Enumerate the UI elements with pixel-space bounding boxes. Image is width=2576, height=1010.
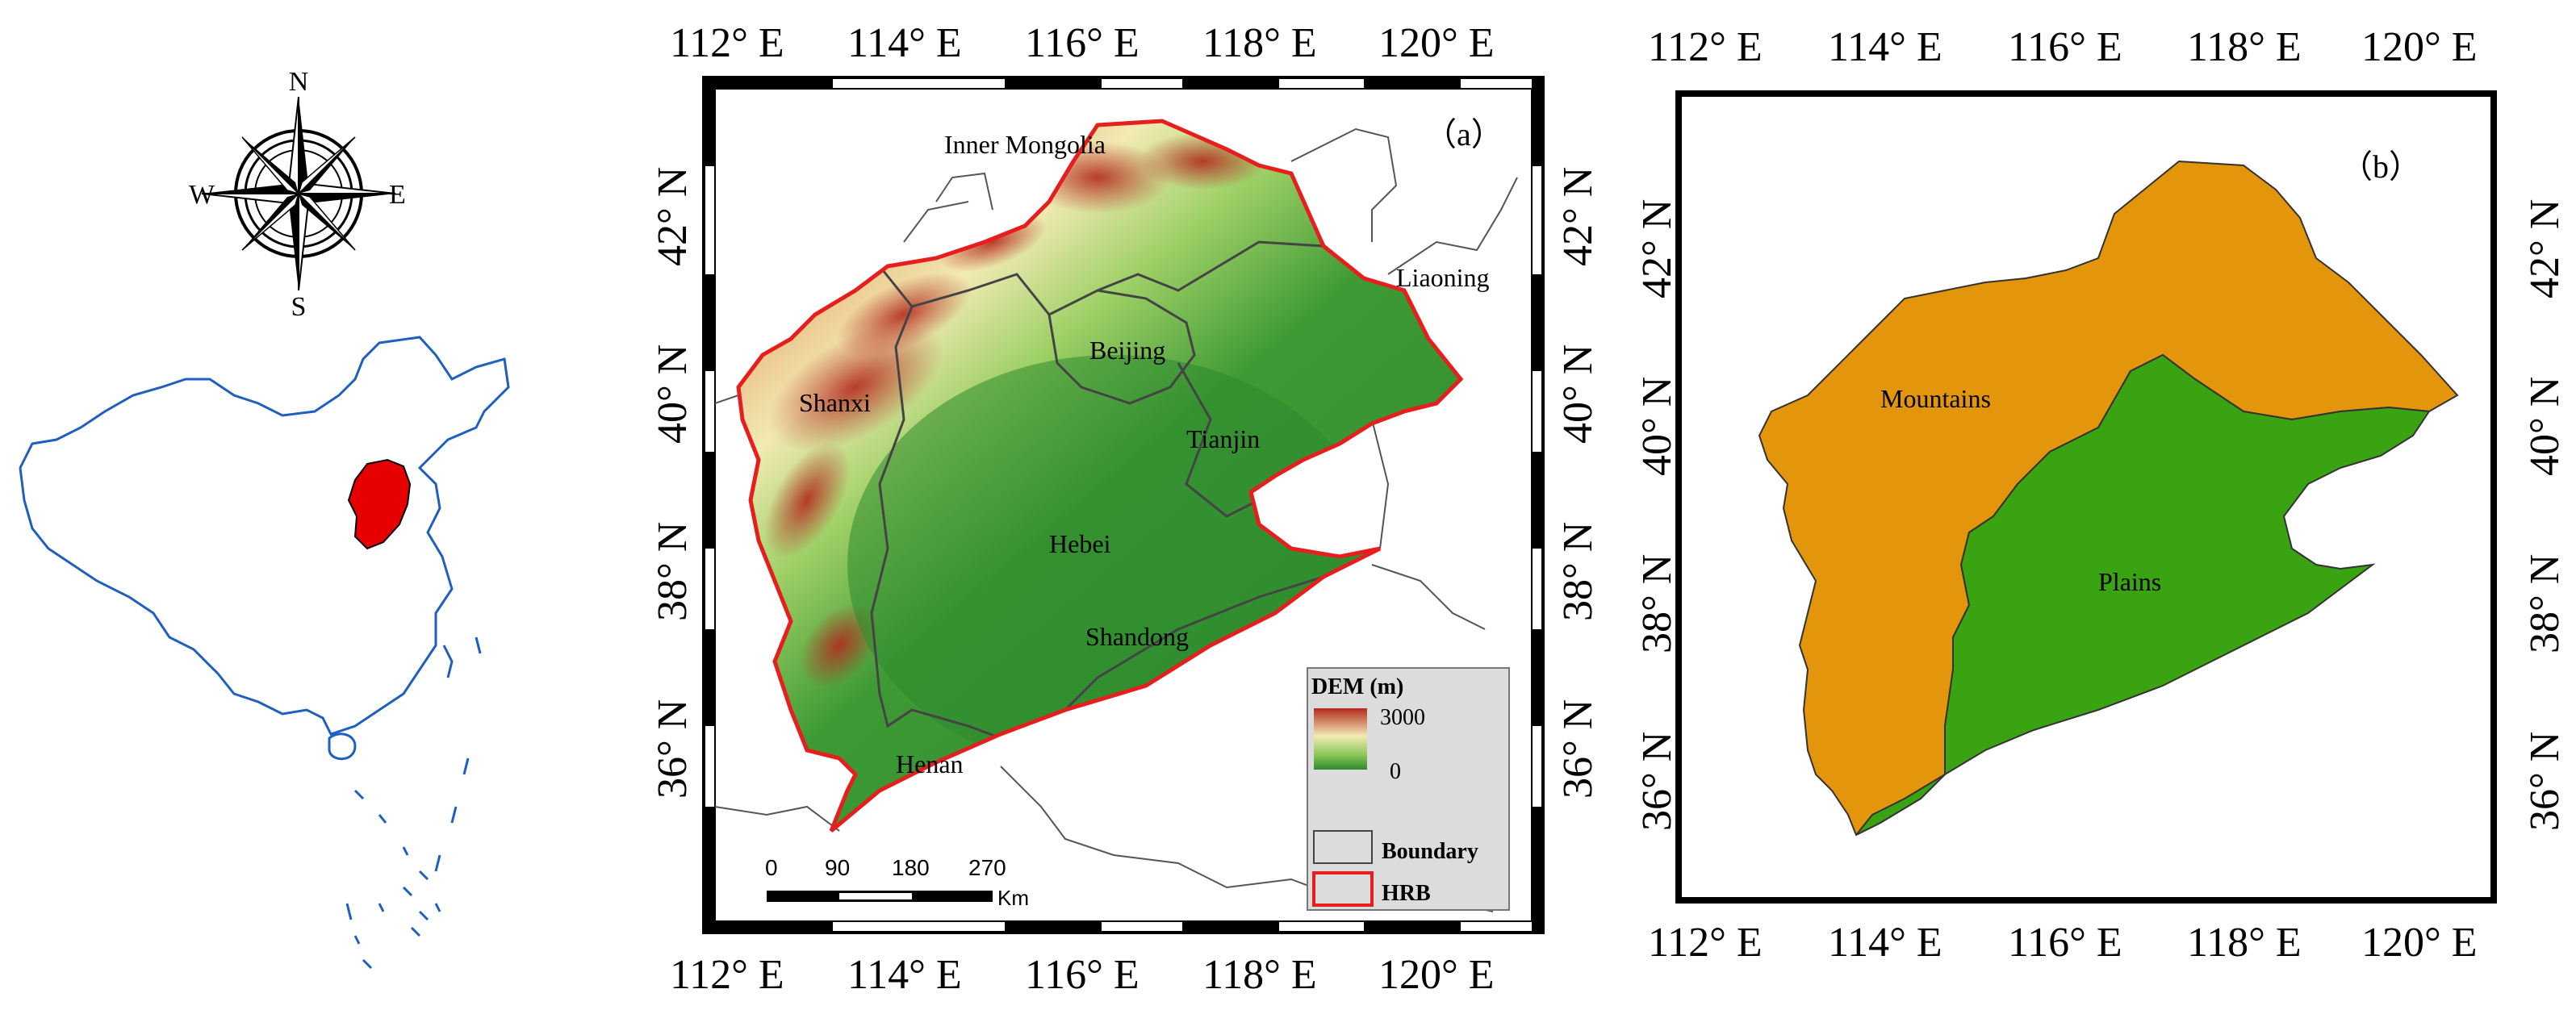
map-b-lon-top-114: 114° E — [1828, 24, 1942, 70]
legend-hrb-swatch — [1312, 871, 1374, 907]
map-b-lon-bot-120: 120° E — [2361, 920, 2478, 966]
label-tianjin: Tianjin — [1186, 424, 1260, 453]
legend-dem-ramp — [1314, 708, 1367, 770]
map-b-lat-right-40: 40° N — [2522, 377, 2568, 476]
legend-boundary-label: Boundary — [1382, 839, 1478, 864]
label-shandong: Shandong — [1085, 622, 1189, 651]
map-b-lat-right-42: 42° N — [2522, 199, 2568, 298]
map-a-lat-right-38: 38° N — [1555, 522, 1601, 621]
scale-tick-180: 180 — [892, 855, 930, 880]
map-b-lon-top-116: 116° E — [2008, 24, 2122, 70]
map-a-lat-right-40: 40° N — [1555, 344, 1601, 444]
map-a-lon-bot-114: 114° E — [847, 952, 962, 998]
compass-n-label: N — [289, 67, 309, 97]
map-b: Mountains Plains （b） 112° E 114° E 116° … — [1634, 24, 2568, 966]
plains-region — [1855, 353, 2431, 836]
scale-unit: Km — [997, 886, 1029, 910]
label-hebei: Hebei — [1049, 529, 1111, 558]
map-a-lat-left-40: 40° N — [650, 344, 696, 444]
map-b-lat-left-42: 42° N — [1634, 199, 1680, 298]
map-b-lat-right-36: 36° N — [2522, 732, 2568, 831]
map-b-lon-bot-118: 118° E — [2187, 920, 2302, 966]
label-henan: Henan — [896, 749, 964, 778]
hrb-location-inset — [347, 458, 412, 550]
map-b-lon-bot-116: 116° E — [2008, 920, 2122, 966]
map-b-lon-top-120: 120° E — [2361, 24, 2478, 70]
map-a-scale-bar: 0 90 180 270 Km — [765, 855, 1029, 910]
map-a-lon-top-118: 118° E — [1202, 20, 1317, 66]
map-a-panel-label: （a） — [1424, 116, 1503, 152]
legend-hrb-label: HRB — [1382, 881, 1431, 906]
map-b-lat-left-36: 36° N — [1634, 732, 1680, 831]
scale-tick-90: 90 — [825, 855, 850, 880]
map-b-lat-right-38: 38° N — [2522, 554, 2568, 653]
map-a-legend: DEM (m) 3000 0 Boundary HRB — [1307, 667, 1510, 911]
scale-tick-270: 270 — [968, 855, 1006, 880]
label-liaoning: Liaoning — [1396, 263, 1490, 292]
map-a-lon-top-120: 120° E — [1378, 20, 1495, 66]
map-a-graticule-border — [704, 77, 1543, 933]
legend-dem-title: DEM (m) — [1311, 674, 1403, 699]
hrb-boundary — [736, 119, 1464, 833]
map-a-lon-top-114: 114° E — [847, 20, 962, 66]
map-a-lon-bot-112: 112° E — [670, 952, 784, 998]
map-a-lat-left-38: 38° N — [650, 522, 696, 621]
map-a-lat-right-42: 42° N — [1555, 167, 1601, 266]
map-b-lon-top-112: 112° E — [1648, 24, 1763, 70]
map-b-lat-left-40: 40° N — [1634, 377, 1680, 476]
legend-dem-low: 0 — [1390, 759, 1401, 784]
map-a-lat-right-36: 36° N — [1555, 699, 1601, 799]
scale-tick-0: 0 — [765, 855, 778, 880]
map-b-lon-top-118: 118° E — [2187, 24, 2302, 70]
label-mountains: Mountains — [1880, 384, 1991, 413]
compass-rose: N S E W — [189, 67, 406, 322]
map-a-lon-bot-120: 120° E — [1378, 952, 1495, 998]
map-a: Inner Mongolia Liaoning Beijing Shanxi T… — [650, 20, 1601, 998]
label-shanxi: Shanxi — [799, 388, 871, 417]
map-a-lon-bot-118: 118° E — [1202, 952, 1317, 998]
compass-w-label: W — [189, 180, 215, 210]
map-b-lat-left-38: 38° N — [1634, 554, 1680, 653]
label-inner-mongolia: Inner Mongolia — [944, 130, 1106, 159]
compass-e-label: E — [389, 180, 406, 210]
map-a-lon-top-116: 116° E — [1025, 20, 1140, 66]
map-a-lat-left-42: 42° N — [650, 167, 696, 266]
map-a-lon-bot-116: 116° E — [1025, 952, 1140, 998]
map-a-lon-top-112: 112° E — [670, 20, 784, 66]
china-outline-map — [19, 336, 510, 970]
map-b-panel-label: （b） — [2340, 148, 2421, 185]
label-plains: Plains — [2098, 567, 2161, 596]
legend-dem-high: 3000 — [1380, 705, 1425, 730]
legend-boundary-swatch — [1313, 830, 1373, 864]
map-a-lat-left-36: 36° N — [650, 699, 696, 799]
compass-s-label: S — [291, 292, 307, 322]
map-b-lon-bot-112: 112° E — [1648, 920, 1763, 966]
map-b-lon-bot-114: 114° E — [1828, 920, 1942, 966]
label-beijing: Beijing — [1089, 336, 1165, 365]
